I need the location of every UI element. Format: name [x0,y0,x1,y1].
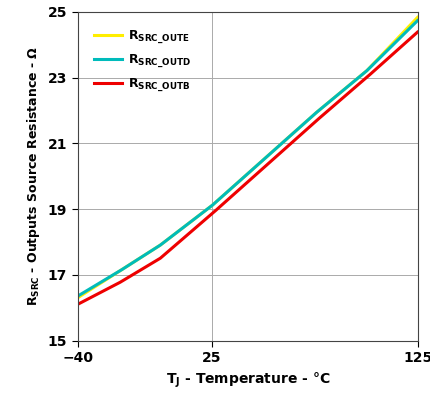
Legend: $\mathbf{R_{SRC\_OUTE}}$, $\mathbf{R_{SRC\_OUTD}}$, $\mathbf{R_{SRC\_OUTB}}$: $\mathbf{R_{SRC\_OUTE}}$, $\mathbf{R_{SR… [90,25,194,98]
X-axis label: $\mathbf{T_J}$ - Temperature - °C: $\mathbf{T_J}$ - Temperature - °C [165,371,329,390]
Y-axis label: $\mathbf{R_{SRC}}$ - Outputs Source Resistance - Ω: $\mathbf{R_{SRC}}$ - Outputs Source Resi… [25,46,42,306]
